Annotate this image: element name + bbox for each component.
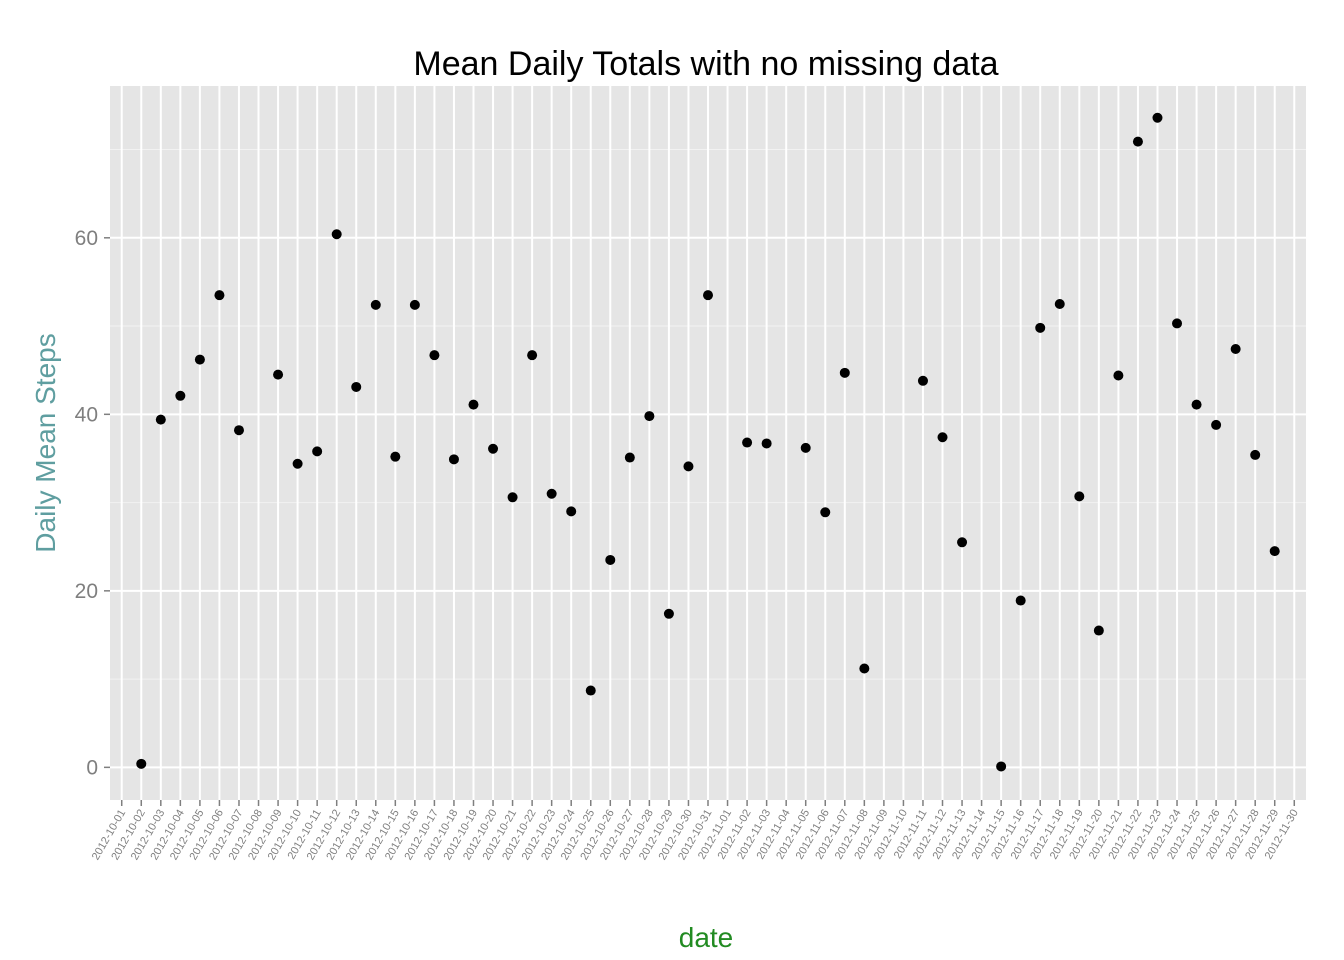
data-points xyxy=(136,112,1280,772)
data-point xyxy=(175,390,186,401)
data-point xyxy=(507,492,518,503)
y-tick-label: 40 xyxy=(75,403,98,426)
data-point xyxy=(351,381,362,392)
data-point xyxy=(800,442,811,453)
data-point xyxy=(1230,344,1241,355)
x-axis-label: date xyxy=(679,922,734,953)
data-point xyxy=(839,367,850,378)
data-point xyxy=(957,537,968,548)
data-point xyxy=(1093,625,1104,636)
data-point xyxy=(1015,595,1026,606)
data-point xyxy=(937,432,948,443)
data-point xyxy=(1035,322,1046,333)
data-point xyxy=(155,414,166,425)
y-axis-ticks: 0 20 40 60 xyxy=(75,227,110,779)
data-point xyxy=(644,411,655,422)
data-point xyxy=(273,369,284,380)
data-point xyxy=(1172,318,1183,329)
data-point xyxy=(1113,370,1124,381)
data-point xyxy=(468,399,479,410)
data-point xyxy=(605,554,616,565)
data-point xyxy=(429,350,440,361)
data-point xyxy=(1054,298,1065,309)
data-point xyxy=(312,446,323,457)
data-point xyxy=(820,507,831,518)
data-point xyxy=(742,437,753,448)
x-axis-ticks: 2012-10-012012-10-022012-10-032012-10-04… xyxy=(90,800,1301,862)
chart-title: Mean Daily Totals with no missing data xyxy=(413,45,998,83)
y-tick-label: 60 xyxy=(75,227,98,250)
data-point xyxy=(1132,136,1143,147)
y-tick-label: 0 xyxy=(86,756,98,779)
data-point xyxy=(194,354,205,365)
data-point xyxy=(761,438,772,449)
data-point xyxy=(996,761,1007,772)
data-point xyxy=(390,451,401,462)
data-point xyxy=(585,685,596,696)
data-point xyxy=(546,488,557,499)
y-axis-label: Daily Mean Steps xyxy=(30,333,61,552)
data-point xyxy=(624,452,635,463)
data-point xyxy=(1191,399,1202,410)
data-point xyxy=(566,506,577,517)
data-point xyxy=(292,458,303,469)
data-point xyxy=(527,350,538,361)
data-point xyxy=(1152,112,1163,123)
data-point xyxy=(663,608,674,619)
data-point xyxy=(1250,449,1261,460)
data-point xyxy=(1074,491,1085,502)
data-point xyxy=(136,758,147,769)
data-point xyxy=(448,454,459,465)
data-point xyxy=(409,299,420,310)
data-point xyxy=(683,461,694,472)
data-point xyxy=(331,229,342,240)
data-point xyxy=(233,425,244,436)
y-tick-label: 20 xyxy=(75,580,98,603)
major-gridlines xyxy=(110,86,1306,800)
data-point xyxy=(488,443,499,454)
data-point xyxy=(214,290,225,301)
data-point xyxy=(917,375,928,386)
data-point xyxy=(1269,546,1280,557)
data-point xyxy=(370,299,381,310)
data-point xyxy=(859,663,870,674)
data-point xyxy=(1211,419,1222,430)
data-point xyxy=(703,290,713,301)
